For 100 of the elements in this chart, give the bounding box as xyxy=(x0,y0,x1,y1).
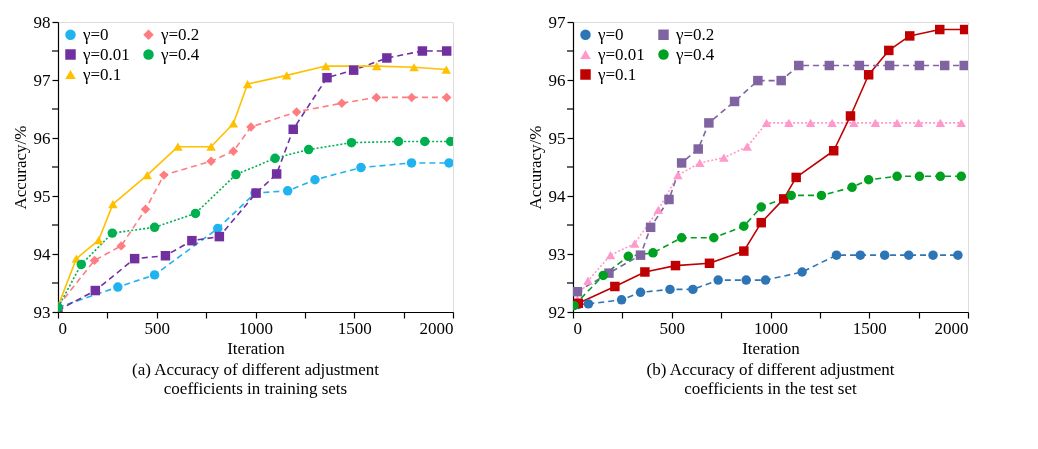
y-tick-label: 92 xyxy=(548,302,566,322)
point xyxy=(282,186,293,196)
point xyxy=(160,251,171,261)
point xyxy=(704,118,714,128)
point xyxy=(914,171,925,182)
point xyxy=(356,162,366,173)
point xyxy=(827,118,837,128)
point xyxy=(695,158,705,168)
point xyxy=(382,53,392,63)
point xyxy=(828,146,839,156)
point xyxy=(939,60,950,71)
y-axis-title: Accuracy/% xyxy=(525,125,545,210)
point xyxy=(760,275,771,285)
y-tick-label: 94 xyxy=(33,244,51,264)
y-tick-label: 95 xyxy=(548,128,566,148)
point xyxy=(648,248,658,258)
point xyxy=(653,205,664,215)
point xyxy=(959,24,968,35)
point xyxy=(794,60,804,71)
point xyxy=(778,194,789,204)
point xyxy=(372,61,382,71)
point xyxy=(89,255,100,266)
point xyxy=(228,119,239,128)
point xyxy=(816,190,827,201)
point xyxy=(76,259,87,270)
point xyxy=(739,246,749,256)
y-tick-label: 96 xyxy=(33,128,51,148)
x-tick-label: 1000 xyxy=(754,318,788,338)
legend-label: γ=0.01 xyxy=(597,44,645,64)
point xyxy=(113,282,123,292)
legend-label: γ=0.2 xyxy=(160,24,200,44)
legend-label: γ=0.1 xyxy=(82,64,122,84)
point xyxy=(214,231,225,242)
point xyxy=(935,24,945,35)
point xyxy=(753,75,763,86)
point xyxy=(149,222,160,233)
point xyxy=(348,65,359,75)
x-tick-label: 2000 xyxy=(419,318,454,338)
x-axis-title: Iteration xyxy=(742,338,801,358)
legend-label: γ=0.1 xyxy=(597,64,637,84)
point xyxy=(784,118,794,128)
point xyxy=(704,258,715,269)
point xyxy=(346,137,357,148)
point xyxy=(845,111,856,121)
point xyxy=(761,118,772,128)
y-tick-label: 93 xyxy=(548,244,566,264)
point xyxy=(206,142,216,151)
point xyxy=(719,153,729,162)
point xyxy=(640,267,650,277)
y-tick-label: 93 xyxy=(33,302,51,322)
point xyxy=(371,92,382,103)
point xyxy=(417,46,428,56)
point xyxy=(441,46,452,56)
x-axis-title: Iteration xyxy=(227,338,286,358)
point xyxy=(928,250,938,260)
point xyxy=(303,144,314,155)
point xyxy=(956,118,967,128)
point xyxy=(791,172,801,183)
y-tick-label: 94 xyxy=(548,186,566,206)
legend-label: γ=0 xyxy=(597,24,624,44)
legend-label: γ=0.01 xyxy=(82,44,130,64)
point xyxy=(190,208,201,219)
point xyxy=(406,92,417,103)
point xyxy=(776,75,786,86)
y-axis-title: Accuracy/% xyxy=(10,125,30,210)
point xyxy=(953,250,963,260)
point xyxy=(956,171,967,182)
point xyxy=(187,235,197,246)
point xyxy=(670,260,681,271)
point xyxy=(693,144,703,154)
x-tick-label: 500 xyxy=(659,318,685,338)
point xyxy=(321,61,331,71)
point xyxy=(623,251,634,262)
legend-label: γ=0.2 xyxy=(675,24,715,44)
point xyxy=(854,60,865,71)
y-tick-label: 96 xyxy=(548,70,566,90)
point xyxy=(598,270,608,281)
point xyxy=(635,287,646,298)
point xyxy=(288,124,298,135)
x-tick-label: 1000 xyxy=(239,318,273,338)
point xyxy=(645,222,656,233)
point xyxy=(116,241,126,251)
y-tick-label: 95 xyxy=(33,186,51,206)
point xyxy=(884,60,895,71)
point xyxy=(610,281,620,292)
point xyxy=(805,118,816,128)
x-tick-label: 1500 xyxy=(337,318,372,338)
point xyxy=(884,45,894,56)
point xyxy=(444,158,453,168)
point xyxy=(635,250,646,260)
point xyxy=(914,60,925,71)
text: (b) Accuracy of different adjustment coefficients in the test set xyxy=(646,360,895,398)
point xyxy=(824,60,835,71)
legend-label: γ=0 xyxy=(82,24,109,44)
legend-label: γ=0.4 xyxy=(160,44,200,64)
point xyxy=(140,204,151,215)
point xyxy=(420,136,430,147)
point xyxy=(616,295,627,305)
point xyxy=(847,182,857,193)
point xyxy=(337,98,347,108)
